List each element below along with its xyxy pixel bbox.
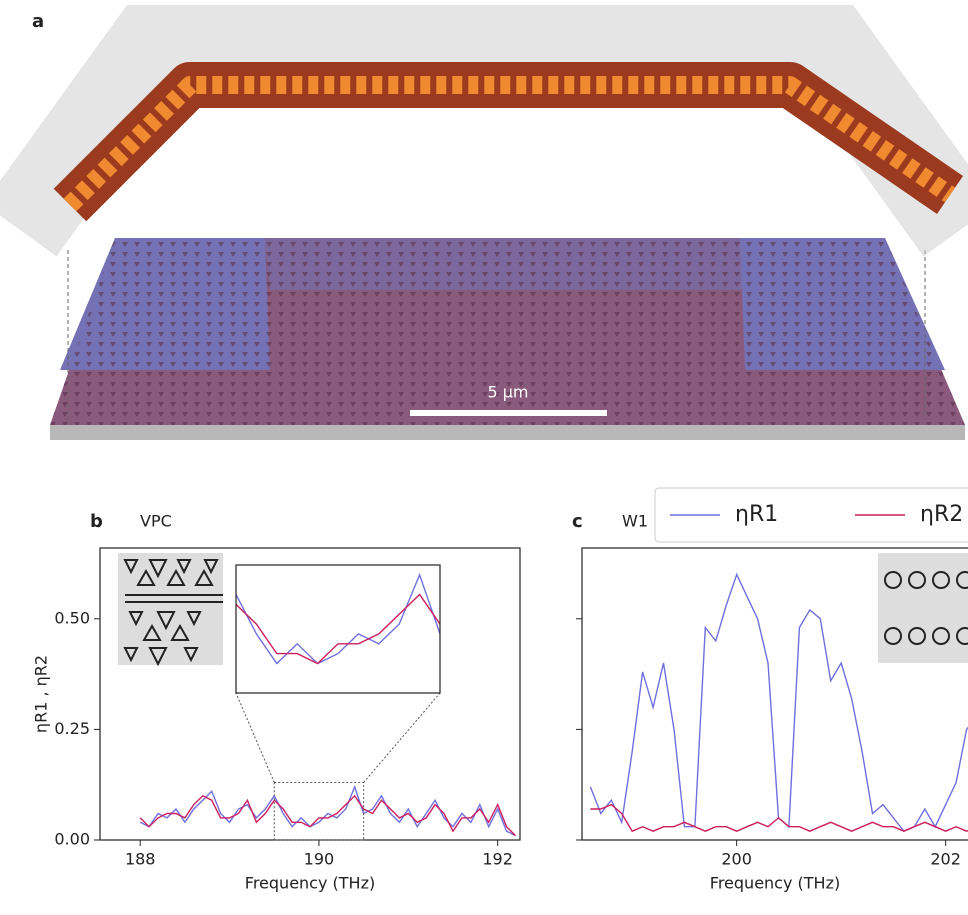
- y-tick-label: 0.50: [54, 608, 90, 627]
- legend-label: ηR2: [920, 502, 963, 527]
- x-tick-label: 202: [930, 850, 961, 869]
- data-line: [590, 803, 968, 833]
- x-tick-label: 190: [304, 850, 335, 869]
- data-line: [139, 784, 516, 837]
- zoom-region: [273, 781, 365, 841]
- device-illustration: [0, 4, 968, 440]
- legend-box: [654, 487, 968, 543]
- x-axis-label: Frequency (THz): [710, 874, 840, 893]
- w1-lattice-icon: [878, 553, 968, 663]
- zoom-connector: [235, 692, 275, 783]
- plot-area: [589, 572, 968, 833]
- inset-frame: [235, 564, 441, 694]
- panel-label: a: [32, 11, 44, 32]
- vpc-lattice-icon: [118, 553, 223, 667]
- inset-line: [236, 572, 440, 665]
- data-line: [139, 794, 516, 837]
- inset-line: [236, 593, 440, 665]
- axes-frame: [581, 547, 968, 841]
- chart-title: VPC: [140, 512, 172, 531]
- scale-bar-label: 5 µm: [487, 383, 528, 402]
- y-axis-label: ηR1 , ηR2: [32, 655, 51, 733]
- y-tick-label: 0.25: [54, 719, 90, 738]
- panel-label: b: [90, 511, 103, 532]
- y-tick-label: 0.00: [54, 830, 90, 849]
- plot-area: [139, 784, 516, 837]
- legend-label: ηR1: [735, 502, 778, 527]
- panel-label: c: [572, 511, 583, 532]
- x-axis-label: Frequency (THz): [245, 874, 375, 893]
- chart-title: W1: [622, 512, 648, 531]
- inset-plot: [236, 572, 440, 665]
- inset-background: [236, 565, 440, 693]
- zoom-connector: [363, 692, 441, 783]
- x-tick-label: 200: [721, 850, 752, 869]
- x-tick-label: 188: [125, 850, 156, 869]
- data-line: [589, 572, 968, 833]
- x-tick-label: 192: [482, 850, 513, 869]
